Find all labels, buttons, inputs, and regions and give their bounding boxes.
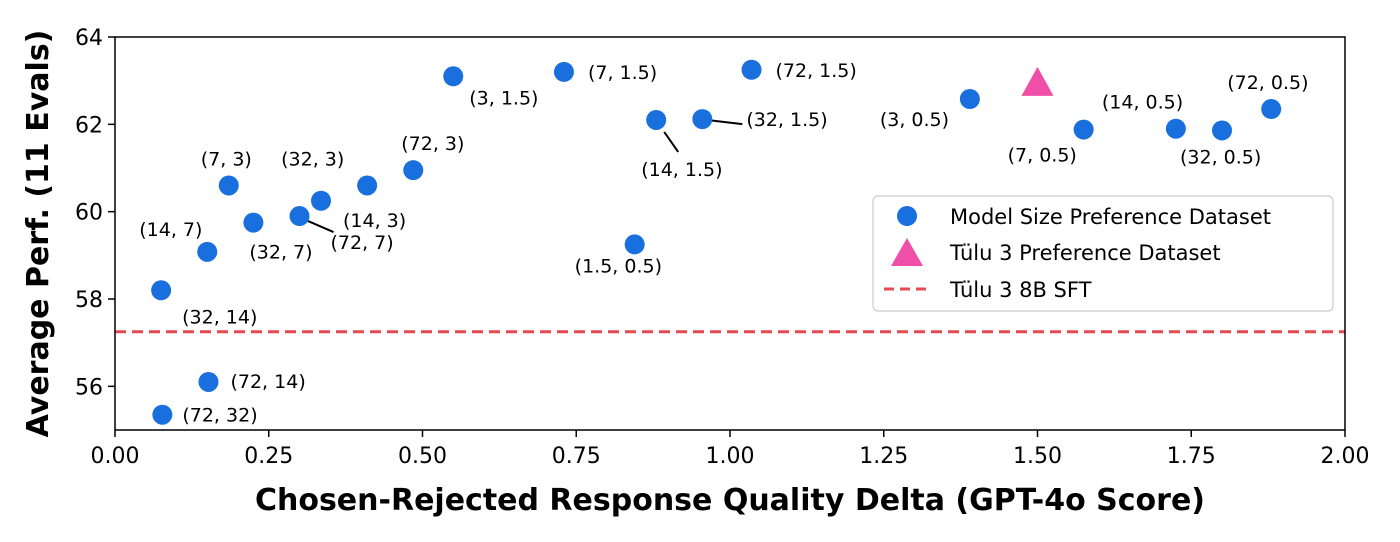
data-point — [152, 404, 173, 425]
data-point-label: (32, 3) — [281, 148, 344, 170]
legend: Model Size Preference Dataset Tülu 3 Pre… — [872, 195, 1334, 312]
data-point — [1261, 99, 1282, 120]
legend-label-tulu-preference: Tülu 3 Preference Dataset — [949, 241, 1221, 265]
data-point — [151, 280, 172, 301]
x-tick-label: 0.00 — [91, 444, 140, 469]
x-tick-label: 2.00 — [1321, 444, 1370, 469]
label-leader-line — [663, 131, 680, 153]
data-point — [443, 66, 464, 87]
y-tick-label: 58 — [75, 288, 103, 313]
legend-circle-marker — [897, 206, 917, 226]
data-point — [959, 89, 980, 110]
y-tick-label: 60 — [75, 201, 103, 226]
data-point-label: (72, 14) — [230, 371, 305, 393]
data-point-label: (32, 14) — [182, 306, 257, 328]
x-tick-label: 1.75 — [1167, 444, 1216, 469]
x-tick-label: 0.75 — [552, 444, 601, 469]
data-point-label: (3, 0.5) — [880, 109, 949, 131]
data-point — [311, 190, 332, 211]
x-tick-label: 1.50 — [1013, 444, 1062, 469]
data-point-label: (72, 32) — [182, 405, 257, 427]
x-tick-label: 1.00 — [706, 444, 755, 469]
legend-triangle-marker — [891, 238, 923, 266]
data-point-label: (14, 1.5) — [641, 159, 722, 181]
data-point — [1212, 120, 1232, 141]
data-point — [646, 109, 667, 130]
y-tick-label: 62 — [75, 113, 103, 138]
data-point-label: (3, 1.5) — [469, 87, 538, 109]
data-point-label: (1.5, 0.5) — [575, 255, 662, 277]
tulu-preference-point — [1021, 66, 1054, 96]
data-point — [198, 371, 219, 392]
legend-frame — [872, 195, 1334, 312]
data-point — [624, 234, 645, 255]
data-point-label: (14, 3) — [343, 210, 406, 232]
data-point — [1165, 118, 1186, 139]
data-point-label: (32, 1.5) — [746, 109, 827, 131]
legend-label-tulu-sft: Tülu 3 8B SFT — [949, 278, 1092, 302]
data-point — [243, 212, 264, 233]
data-point — [1073, 119, 1094, 140]
data-point — [553, 61, 574, 82]
data-point-label: (7, 1.5) — [588, 62, 657, 84]
data-point-label: (72, 0.5) — [1227, 72, 1308, 94]
x-tick-label: 1.25 — [859, 444, 908, 469]
data-point-label: (32, 7) — [249, 242, 312, 264]
data-point-label: (72, 1.5) — [776, 60, 857, 82]
data-point — [692, 109, 713, 130]
data-point — [289, 206, 310, 227]
legend-label-model-size: Model Size Preference Dataset — [950, 205, 1271, 229]
label-leader-line — [708, 119, 743, 126]
y-tick-label: 64 — [75, 26, 103, 51]
data-point-label: (72, 7) — [331, 232, 394, 254]
data-point-label: (14, 7) — [139, 219, 202, 241]
data-point — [357, 175, 378, 196]
data-point-label: (72, 3) — [401, 133, 464, 155]
data-point-label: (14, 0.5) — [1102, 92, 1183, 114]
data-point — [741, 59, 762, 80]
x-axis-title: Chosen-Rejected Response Quality Delta (… — [255, 483, 1205, 518]
x-tick-label: 0.50 — [398, 444, 447, 469]
data-point-label: (32, 0.5) — [1180, 146, 1261, 168]
data-point-label: (7, 0.5) — [1008, 145, 1077, 167]
data-point-label: (7, 3) — [201, 148, 252, 170]
y-tick-label: 56 — [75, 375, 103, 400]
label-leader-line — [303, 218, 334, 233]
y-axis-title: Average Perf. (11 Evals) — [21, 30, 56, 438]
x-tick-label: 0.25 — [244, 444, 293, 469]
data-point — [403, 160, 424, 181]
data-point — [197, 241, 218, 262]
data-point — [218, 175, 239, 196]
